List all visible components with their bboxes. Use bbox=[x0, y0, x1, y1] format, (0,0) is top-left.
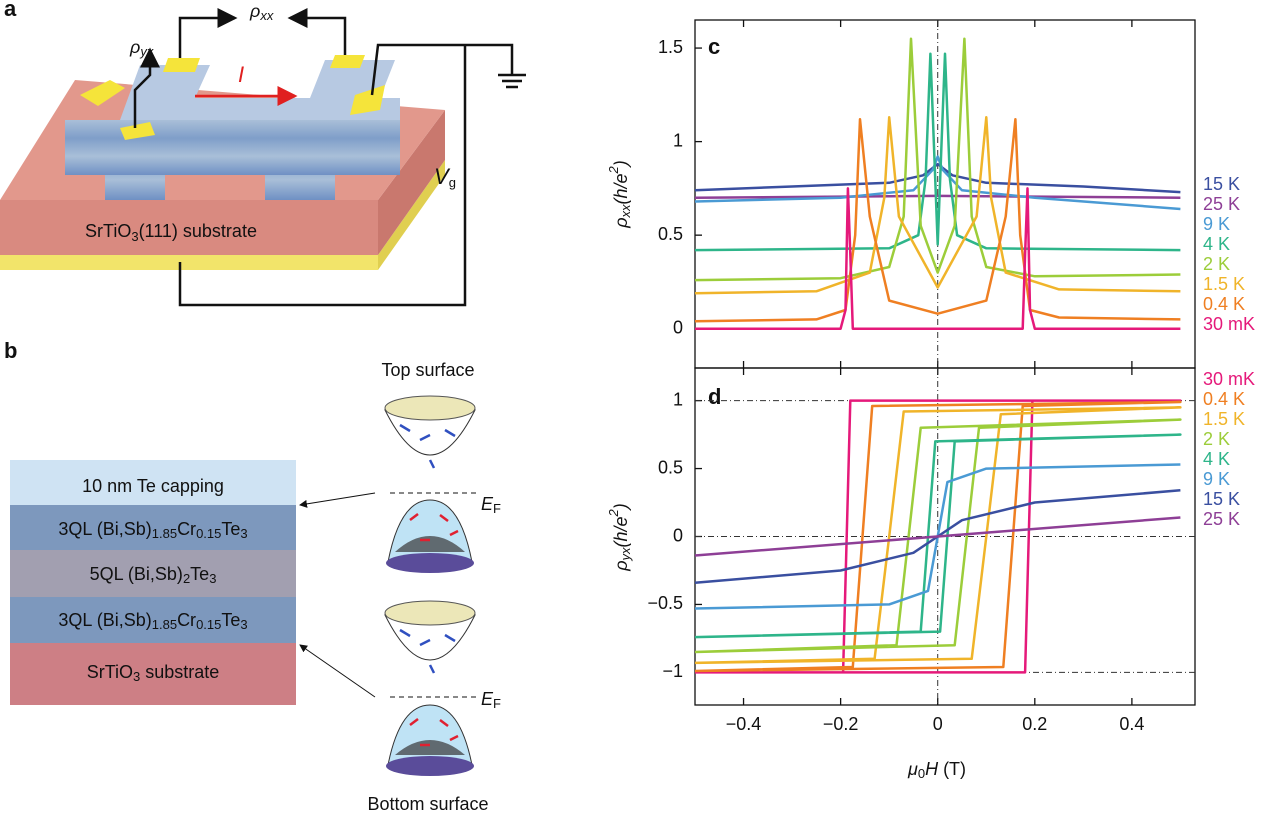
rho-yx-label: ρyx bbox=[129, 37, 154, 60]
legend-label: 0.4 K bbox=[1203, 389, 1245, 409]
layer-label: 3QL (Bi,Sb)1.85Cr0.15Te3 bbox=[58, 519, 247, 542]
legend-label: 25 K bbox=[1203, 509, 1240, 529]
legend-label: 15 K bbox=[1203, 489, 1240, 509]
y-tick-label: 0 bbox=[673, 525, 683, 545]
y-axis-label: ρyx(h/e2) bbox=[606, 503, 633, 572]
contact-pad bbox=[120, 122, 155, 140]
fermi-label: EF bbox=[481, 494, 501, 517]
y-tick-label: 0.5 bbox=[658, 457, 683, 477]
legend-label: 4 K bbox=[1203, 234, 1230, 254]
substrate-front bbox=[0, 200, 378, 255]
y-axis-label: ρxx(h/e2) bbox=[606, 160, 633, 229]
y-tick-label: 1 bbox=[673, 389, 683, 409]
layer bbox=[10, 505, 296, 550]
layer-label: SrTiO3 substrate bbox=[87, 662, 220, 685]
layer bbox=[10, 597, 296, 643]
gate-wire bbox=[178, 45, 467, 307]
series-line bbox=[694, 194, 1181, 199]
cone-bottom-upper bbox=[384, 600, 476, 674]
current-label: I bbox=[238, 62, 244, 87]
panel-label: a bbox=[4, 0, 17, 21]
series-line bbox=[695, 187, 1181, 330]
contact-pad bbox=[80, 80, 125, 106]
panel-label: b bbox=[4, 338, 17, 363]
fermi-label: EF bbox=[481, 689, 501, 712]
y-tick-label: −1 bbox=[662, 661, 683, 681]
contact-pad bbox=[350, 85, 385, 115]
x-tick-label: 0.4 bbox=[1119, 714, 1144, 734]
series-line bbox=[694, 433, 1182, 639]
legend-label: 30 mK bbox=[1203, 369, 1255, 389]
y-tick-label: 0.5 bbox=[658, 224, 683, 244]
legend-label: 4 K bbox=[1203, 449, 1230, 469]
wire bbox=[178, 8, 238, 58]
x-tick-label: 0.2 bbox=[1022, 714, 1047, 734]
cone-top-upper bbox=[384, 395, 476, 469]
wire bbox=[133, 47, 160, 128]
bottom-surface-label: Bottom surface bbox=[367, 794, 488, 814]
wire bbox=[287, 8, 347, 55]
legend-label: 30 mK bbox=[1203, 314, 1255, 334]
series-line bbox=[694, 516, 1181, 557]
rho-xx-label: ρxx bbox=[249, 1, 274, 24]
series-line bbox=[694, 418, 1182, 654]
wire bbox=[370, 43, 514, 96]
ground bbox=[498, 73, 526, 89]
panel-label: c bbox=[708, 34, 720, 59]
layer-label: 3QL (Bi,Sb)1.85Cr0.15Te3 bbox=[58, 610, 247, 633]
legend-label: 25 K bbox=[1203, 194, 1240, 214]
layer bbox=[10, 643, 296, 705]
series-line bbox=[694, 406, 1182, 665]
hallbar-front bbox=[65, 120, 400, 175]
substrate-side bbox=[378, 110, 445, 255]
x-axis-label: μ0H (T) bbox=[907, 759, 966, 782]
x-tick-label: −0.4 bbox=[726, 714, 762, 734]
panel-b: b 10 nm Te capping 3QL (Bi,Sb)1.85Cr0.15… bbox=[4, 338, 501, 814]
series-line bbox=[694, 117, 1181, 323]
legend-label: 1.5 K bbox=[1203, 274, 1245, 294]
series-line bbox=[694, 162, 1181, 194]
substrate-label: SrTiO3(111) substrate bbox=[85, 221, 257, 245]
layer-label: 5QL (Bi,Sb)2Te3 bbox=[90, 564, 217, 587]
contact-pad bbox=[163, 58, 200, 72]
series-line bbox=[695, 399, 1182, 674]
y-tick-label: 1.5 bbox=[658, 37, 683, 57]
y-tick-label: 1 bbox=[673, 130, 683, 150]
legend-label: 2 K bbox=[1203, 429, 1230, 449]
pointer bbox=[299, 644, 376, 698]
series-line bbox=[694, 155, 1181, 211]
series-line bbox=[694, 37, 1181, 282]
x-tick-label: −0.2 bbox=[823, 714, 859, 734]
panel-label: d bbox=[708, 384, 721, 409]
layer bbox=[10, 460, 296, 505]
x-tick-label: 0 bbox=[933, 714, 943, 734]
substrate-base bbox=[0, 255, 378, 270]
legend-label: 9 K bbox=[1203, 469, 1230, 489]
layer bbox=[10, 550, 296, 597]
y-tick-label: 0 bbox=[673, 317, 683, 337]
cone-bottom-lower bbox=[386, 704, 474, 776]
legend-label: 9 K bbox=[1203, 214, 1230, 234]
contact-pad bbox=[330, 55, 365, 68]
legend-label: 15 K bbox=[1203, 174, 1240, 194]
legend-label: 0.4 K bbox=[1203, 294, 1245, 314]
series-line bbox=[694, 52, 1181, 252]
pointer bbox=[299, 492, 376, 508]
series-line bbox=[694, 400, 1182, 673]
top-surface-label: Top surface bbox=[381, 360, 474, 380]
y-tick-label: −0.5 bbox=[647, 593, 683, 613]
series-line bbox=[694, 116, 1181, 295]
legend-label: 2 K bbox=[1203, 254, 1230, 274]
legend-label: 1.5 K bbox=[1203, 409, 1245, 429]
substrate-base-side bbox=[378, 160, 445, 270]
layer-label: 10 nm Te capping bbox=[82, 476, 224, 496]
panel-a: a I ρyx ρxx Vg SrTiO3(111) substrate bbox=[0, 0, 526, 307]
gate-label: Vg bbox=[434, 164, 456, 191]
cone-top-lower bbox=[386, 499, 474, 573]
